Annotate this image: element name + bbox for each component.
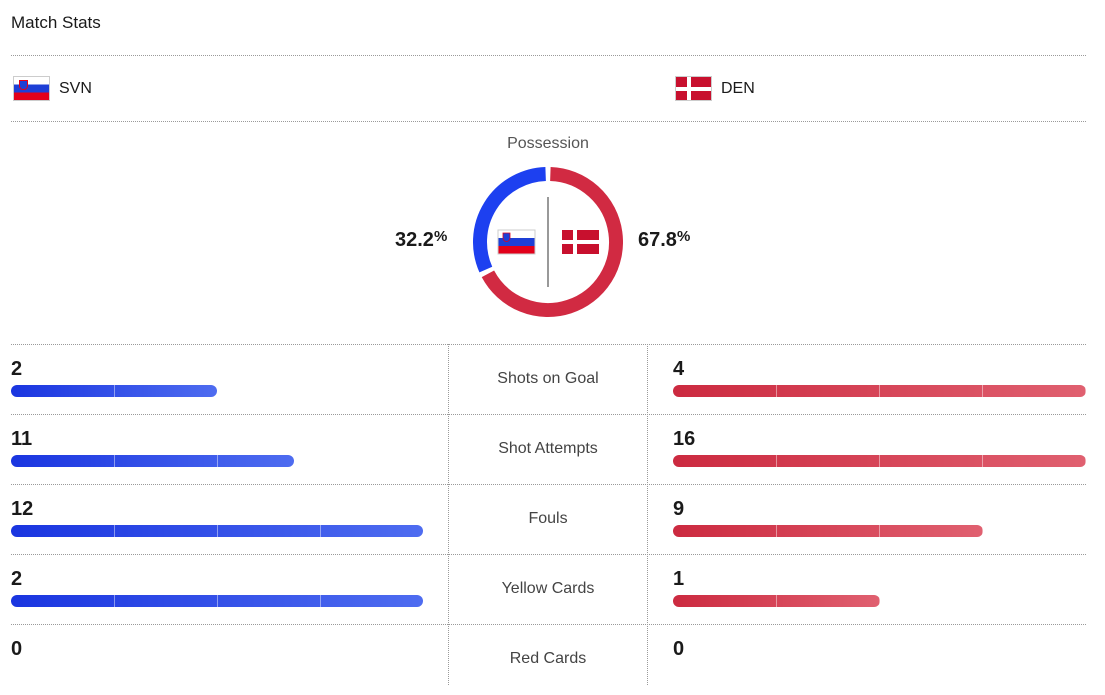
bar-segment-divider bbox=[114, 595, 115, 607]
divider bbox=[11, 484, 1086, 485]
home-possession-arc bbox=[473, 167, 547, 273]
away-stat-value: 4 bbox=[673, 358, 685, 380]
possession-donut bbox=[473, 167, 623, 317]
bar-segment-divider bbox=[879, 525, 880, 537]
home-possession-value: 32.2% bbox=[395, 228, 448, 251]
divider bbox=[11, 624, 1086, 625]
away-stat-bar bbox=[673, 455, 1086, 467]
bar-segment-divider bbox=[114, 455, 115, 467]
away-stat-bar bbox=[673, 385, 1086, 397]
divider bbox=[11, 414, 1086, 415]
denmark-flag-icon bbox=[675, 76, 712, 101]
home-stat-bar bbox=[11, 455, 294, 467]
stat-label: Shots on Goal bbox=[497, 370, 599, 387]
bar-segment-divider bbox=[1085, 455, 1086, 467]
away-stat-value: 9 bbox=[673, 498, 685, 520]
stat-row: 2 Yellow Cards 1 bbox=[0, 555, 1105, 625]
away-stat-bar bbox=[673, 525, 983, 537]
away-stat-value: 1 bbox=[673, 568, 685, 590]
bar-segment-divider bbox=[982, 455, 983, 467]
bar-segment-divider bbox=[776, 455, 777, 467]
stat-label: Shot Attempts bbox=[498, 440, 598, 457]
bar-segment-divider bbox=[776, 385, 777, 397]
stat-label: Yellow Cards bbox=[501, 580, 595, 597]
away-team-code: DEN bbox=[721, 79, 755, 97]
away-possession-value: 67.8% bbox=[638, 228, 691, 251]
away-team: DEN bbox=[675, 76, 755, 101]
divider bbox=[11, 121, 1086, 122]
home-stat-value: 0 bbox=[11, 638, 23, 660]
bar-segment-divider bbox=[217, 455, 218, 467]
away-stat-value: 16 bbox=[673, 428, 696, 450]
stat-label: Red Cards bbox=[509, 650, 587, 667]
slovenia-flag-icon bbox=[13, 76, 50, 101]
stat-row: 12 Fouls 9 bbox=[0, 485, 1105, 555]
bar-segment-divider bbox=[320, 595, 321, 607]
denmark-flag-icon bbox=[562, 230, 599, 254]
home-stat-bar bbox=[11, 525, 423, 537]
stat-row: 11 Shot Attempts 16 bbox=[0, 415, 1105, 485]
possession-label: Possession bbox=[507, 135, 589, 152]
column-divider bbox=[647, 344, 648, 685]
divider bbox=[11, 55, 1086, 56]
bar-segment-divider bbox=[217, 525, 218, 537]
bar-segment-divider bbox=[879, 455, 880, 467]
bar-segment-divider bbox=[879, 385, 880, 397]
home-stat-value: 2 bbox=[11, 568, 23, 590]
bar-segment-divider bbox=[776, 525, 777, 537]
page-title: Match Stats bbox=[11, 13, 101, 32]
slovenia-flag-icon bbox=[497, 229, 536, 255]
divider bbox=[11, 344, 1086, 345]
stat-row: 0 Red Cards 0 bbox=[0, 625, 1105, 695]
bar-segment-divider bbox=[1085, 385, 1086, 397]
home-stat-bar bbox=[11, 385, 217, 397]
stat-label: Fouls bbox=[528, 510, 568, 527]
home-team-code: SVN bbox=[59, 79, 92, 97]
bar-segment-divider bbox=[114, 385, 115, 397]
home-stat-value: 11 bbox=[11, 428, 33, 450]
home-stat-value: 2 bbox=[11, 358, 23, 380]
bar-segment-divider bbox=[776, 595, 777, 607]
column-divider bbox=[448, 344, 449, 685]
away-possession-arc bbox=[481, 167, 623, 317]
bar-segment-divider bbox=[217, 595, 218, 607]
bar-segment-divider bbox=[982, 525, 983, 537]
away-stat-value: 0 bbox=[673, 638, 685, 660]
bar-segment-divider bbox=[879, 595, 880, 607]
home-team: SVN bbox=[13, 76, 92, 101]
away-stat-bar bbox=[673, 595, 880, 607]
home-stat-bar bbox=[11, 595, 423, 607]
home-stat-value: 12 bbox=[11, 498, 34, 520]
bar-segment-divider bbox=[982, 385, 983, 397]
stat-row: 2 Shots on Goal 4 bbox=[0, 345, 1105, 415]
bar-segment-divider bbox=[114, 525, 115, 537]
divider bbox=[11, 554, 1086, 555]
bar-segment-divider bbox=[320, 525, 321, 537]
